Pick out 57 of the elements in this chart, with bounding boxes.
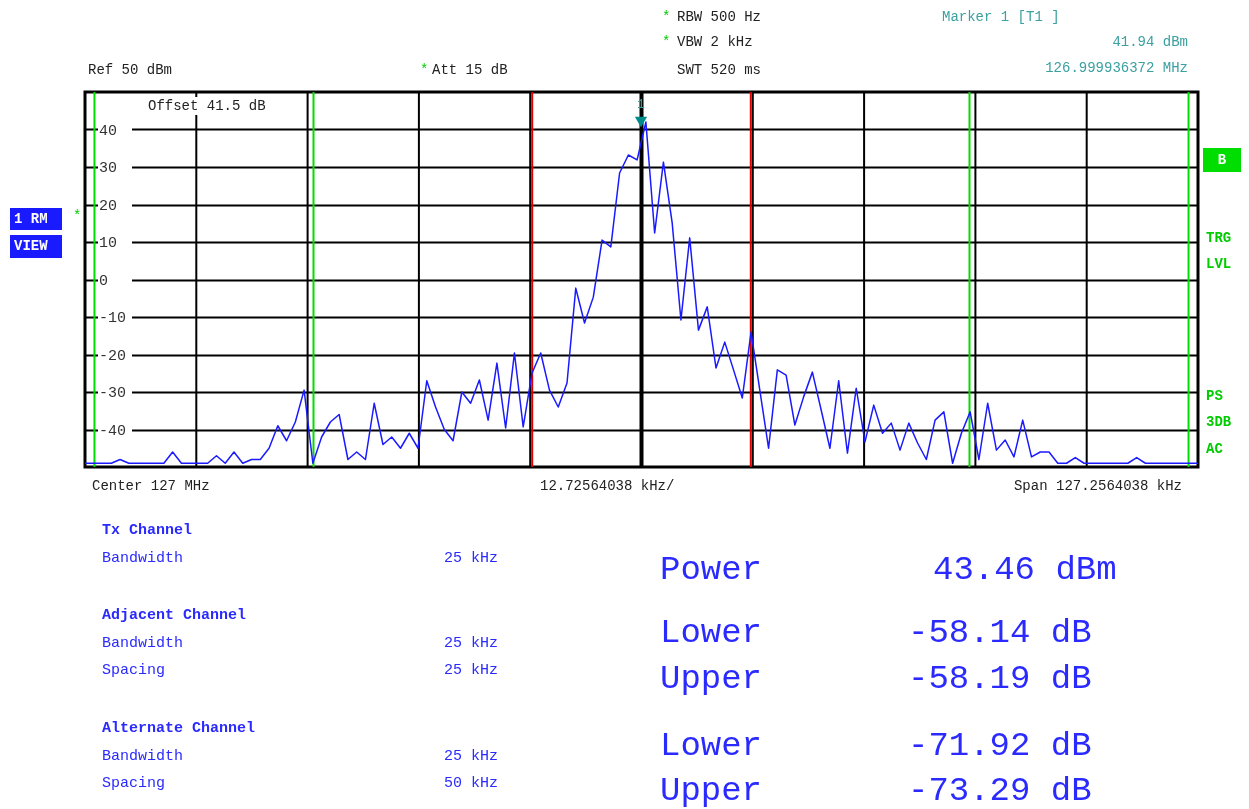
text: -71.92 dB: [908, 727, 1092, 765]
text: Att 15 dB: [432, 62, 508, 78]
text: Alternate Channel: [102, 720, 256, 737]
text: 50 kHz: [444, 775, 499, 792]
text: AC: [1206, 441, 1224, 457]
text: Ref 50 dBm: [88, 62, 173, 78]
y-tick-label: -40: [99, 422, 127, 440]
y-tick-label: -10: [99, 310, 127, 327]
y-tick-label: 10: [99, 235, 118, 252]
text: *: [73, 208, 82, 224]
text: -58.19 dB: [908, 660, 1092, 698]
text: VBW 2 kHz: [677, 34, 753, 50]
text: LVL: [1206, 256, 1232, 272]
text: 25 kHz: [444, 748, 499, 765]
y-tick-label: -30: [99, 385, 127, 402]
text: -73.29 dB: [908, 772, 1092, 809]
text: Power: [660, 551, 763, 589]
y-tick-label: -20: [99, 347, 127, 365]
text: 25 kHz: [444, 662, 499, 679]
text: 25 kHz: [444, 635, 499, 652]
text: -58.14 dB: [908, 614, 1092, 652]
text: Adjacent Channel: [102, 607, 247, 624]
text: Lower: [660, 727, 763, 765]
text: Bandwidth: [102, 748, 184, 765]
text: B: [1217, 152, 1227, 168]
text: 12.72564038 kHz/: [540, 478, 675, 494]
y-tick-label: 40: [99, 122, 118, 140]
text: 126.999936372 MHz: [1045, 60, 1188, 76]
text: 1 RM: [14, 211, 48, 227]
text: 41.94 dBm: [1112, 34, 1188, 50]
text: *: [662, 9, 671, 25]
text: *: [662, 34, 671, 50]
text: Center 127 MHz: [92, 478, 210, 494]
text: TRG: [1206, 230, 1232, 246]
text: PS: [1206, 388, 1223, 404]
text: SWT 520 ms: [677, 62, 762, 78]
text: 43.46 dBm: [933, 551, 1117, 589]
text: RBW 500 Hz: [677, 9, 762, 25]
text: *: [420, 62, 429, 78]
text: 25 kHz: [444, 550, 499, 567]
text: Tx Channel: [102, 522, 193, 539]
text: Spacing: [102, 662, 166, 679]
text: Upper: [660, 772, 763, 809]
annotation: Offset 41.5 dB: [148, 98, 266, 114]
annotation: 1: [637, 97, 646, 112]
text: Upper: [660, 660, 763, 698]
y-tick-label: 20: [99, 197, 118, 215]
text: Bandwidth: [102, 635, 184, 652]
y-tick-label: 0: [99, 272, 109, 290]
text: VIEW: [14, 238, 49, 254]
text: Lower: [660, 614, 763, 652]
text: Marker 1 [T1 ]: [942, 9, 1060, 25]
y-tick-label: 30: [99, 160, 118, 177]
text: Spacing: [102, 775, 166, 792]
text: Bandwidth: [102, 550, 184, 567]
text: Span 127.2564038 kHz: [1013, 478, 1182, 494]
text: 3DB: [1206, 414, 1232, 430]
